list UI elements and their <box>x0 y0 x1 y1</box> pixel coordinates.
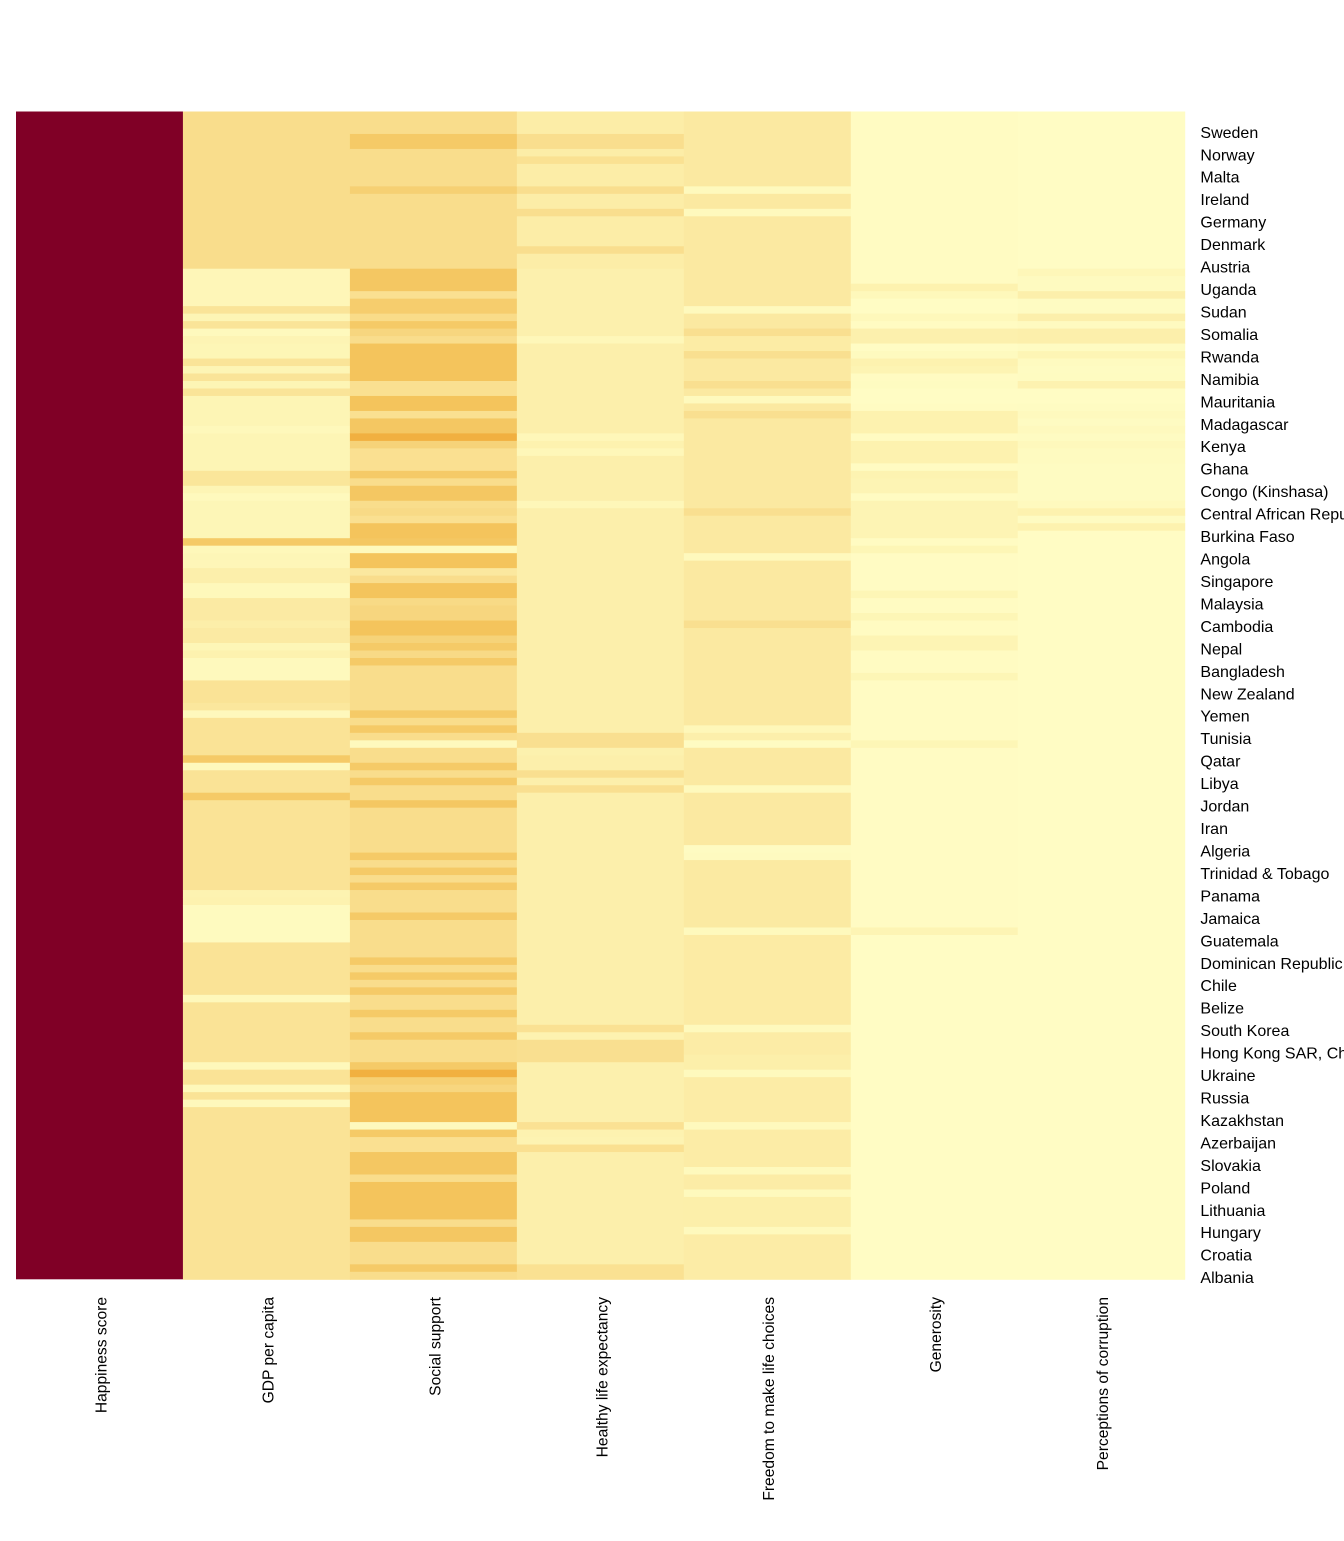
svg-text:Hungary: Hungary <box>1200 1225 1260 1242</box>
svg-text:Uganda: Uganda <box>1200 282 1256 299</box>
svg-text:Somalia: Somalia <box>1200 327 1258 344</box>
svg-text:Azerbaijan: Azerbaijan <box>1200 1135 1276 1152</box>
svg-text:Austria: Austria <box>1200 260 1250 277</box>
svg-text:Yemen: Yemen <box>1200 709 1249 726</box>
svg-text:Malaysia: Malaysia <box>1200 596 1263 613</box>
svg-text:Croatia: Croatia <box>1200 1248 1252 1265</box>
svg-text:Iran: Iran <box>1200 821 1228 838</box>
svg-text:Ukraine: Ukraine <box>1200 1068 1255 1085</box>
svg-text:GDP per capita: GDP per capita <box>260 1297 277 1404</box>
svg-text:Sweden: Sweden <box>1200 125 1258 142</box>
svg-text:Dominican Republic: Dominican Republic <box>1200 956 1342 973</box>
svg-text:Belize: Belize <box>1200 1001 1244 1018</box>
svg-text:Social support: Social support <box>427 1296 444 1395</box>
svg-text:Central African Republic: Central African Republic <box>1200 507 1344 524</box>
svg-text:Ireland: Ireland <box>1200 192 1249 209</box>
svg-text:Healthy life expectancy: Healthy life expectancy <box>594 1297 611 1458</box>
svg-text:Qatar: Qatar <box>1200 754 1241 771</box>
svg-text:South Korea: South Korea <box>1200 1023 1289 1040</box>
svg-text:Lithuania: Lithuania <box>1200 1203 1265 1220</box>
svg-text:Trinidad & Tobago: Trinidad & Tobago <box>1200 866 1329 883</box>
svg-text:Happiness score: Happiness score <box>93 1297 110 1413</box>
svg-text:Generosity: Generosity <box>928 1297 945 1373</box>
svg-text:Denmark: Denmark <box>1200 237 1266 254</box>
svg-text:Norway: Norway <box>1200 147 1254 164</box>
svg-text:Madagascar: Madagascar <box>1200 417 1289 434</box>
svg-text:Russia: Russia <box>1200 1091 1249 1108</box>
svg-text:Slovakia: Slovakia <box>1200 1158 1261 1175</box>
svg-text:Germany: Germany <box>1200 215 1266 232</box>
svg-text:Bangladesh: Bangladesh <box>1200 664 1285 681</box>
svg-text:Sudan: Sudan <box>1200 304 1246 321</box>
svg-text:Singapore: Singapore <box>1200 574 1273 591</box>
svg-text:Kazakhstan: Kazakhstan <box>1200 1113 1284 1130</box>
svg-text:Burkina Faso: Burkina Faso <box>1200 529 1294 546</box>
svg-text:Poland: Poland <box>1200 1180 1250 1197</box>
svg-text:Ghana: Ghana <box>1200 462 1248 479</box>
svg-text:Namibia: Namibia <box>1200 372 1259 389</box>
svg-text:Kenya: Kenya <box>1200 439 1245 456</box>
svg-text:Freedom to make life choices: Freedom to make life choices <box>761 1297 778 1501</box>
svg-text:Hong Kong SAR, China: Hong Kong SAR, China <box>1200 1046 1344 1063</box>
svg-text:Mauritania: Mauritania <box>1200 394 1275 411</box>
svg-text:Chile: Chile <box>1200 978 1237 995</box>
svg-text:Rwanda: Rwanda <box>1200 349 1259 366</box>
svg-text:Perceptions of corruption: Perceptions of corruption <box>1095 1297 1112 1470</box>
svg-text:Cambodia: Cambodia <box>1200 619 1273 636</box>
svg-text:Jamaica: Jamaica <box>1200 911 1260 928</box>
svg-text:Nepal: Nepal <box>1200 641 1242 658</box>
svg-text:Tunisia: Tunisia <box>1200 731 1251 748</box>
svg-text:Algeria: Algeria <box>1200 843 1250 860</box>
svg-text:Malta: Malta <box>1200 170 1239 187</box>
svg-text:Guatemala: Guatemala <box>1200 933 1278 950</box>
svg-text:Panama: Panama <box>1200 888 1260 905</box>
svg-text:Libya: Libya <box>1200 776 1238 793</box>
svg-text:Jordan: Jordan <box>1200 799 1249 816</box>
svg-text:Congo (Kinshasa): Congo (Kinshasa) <box>1200 484 1328 501</box>
svg-text:New Zealand: New Zealand <box>1200 686 1294 703</box>
svg-text:Albania: Albania <box>1200 1270 1253 1287</box>
svg-text:Angola: Angola <box>1200 552 1250 569</box>
